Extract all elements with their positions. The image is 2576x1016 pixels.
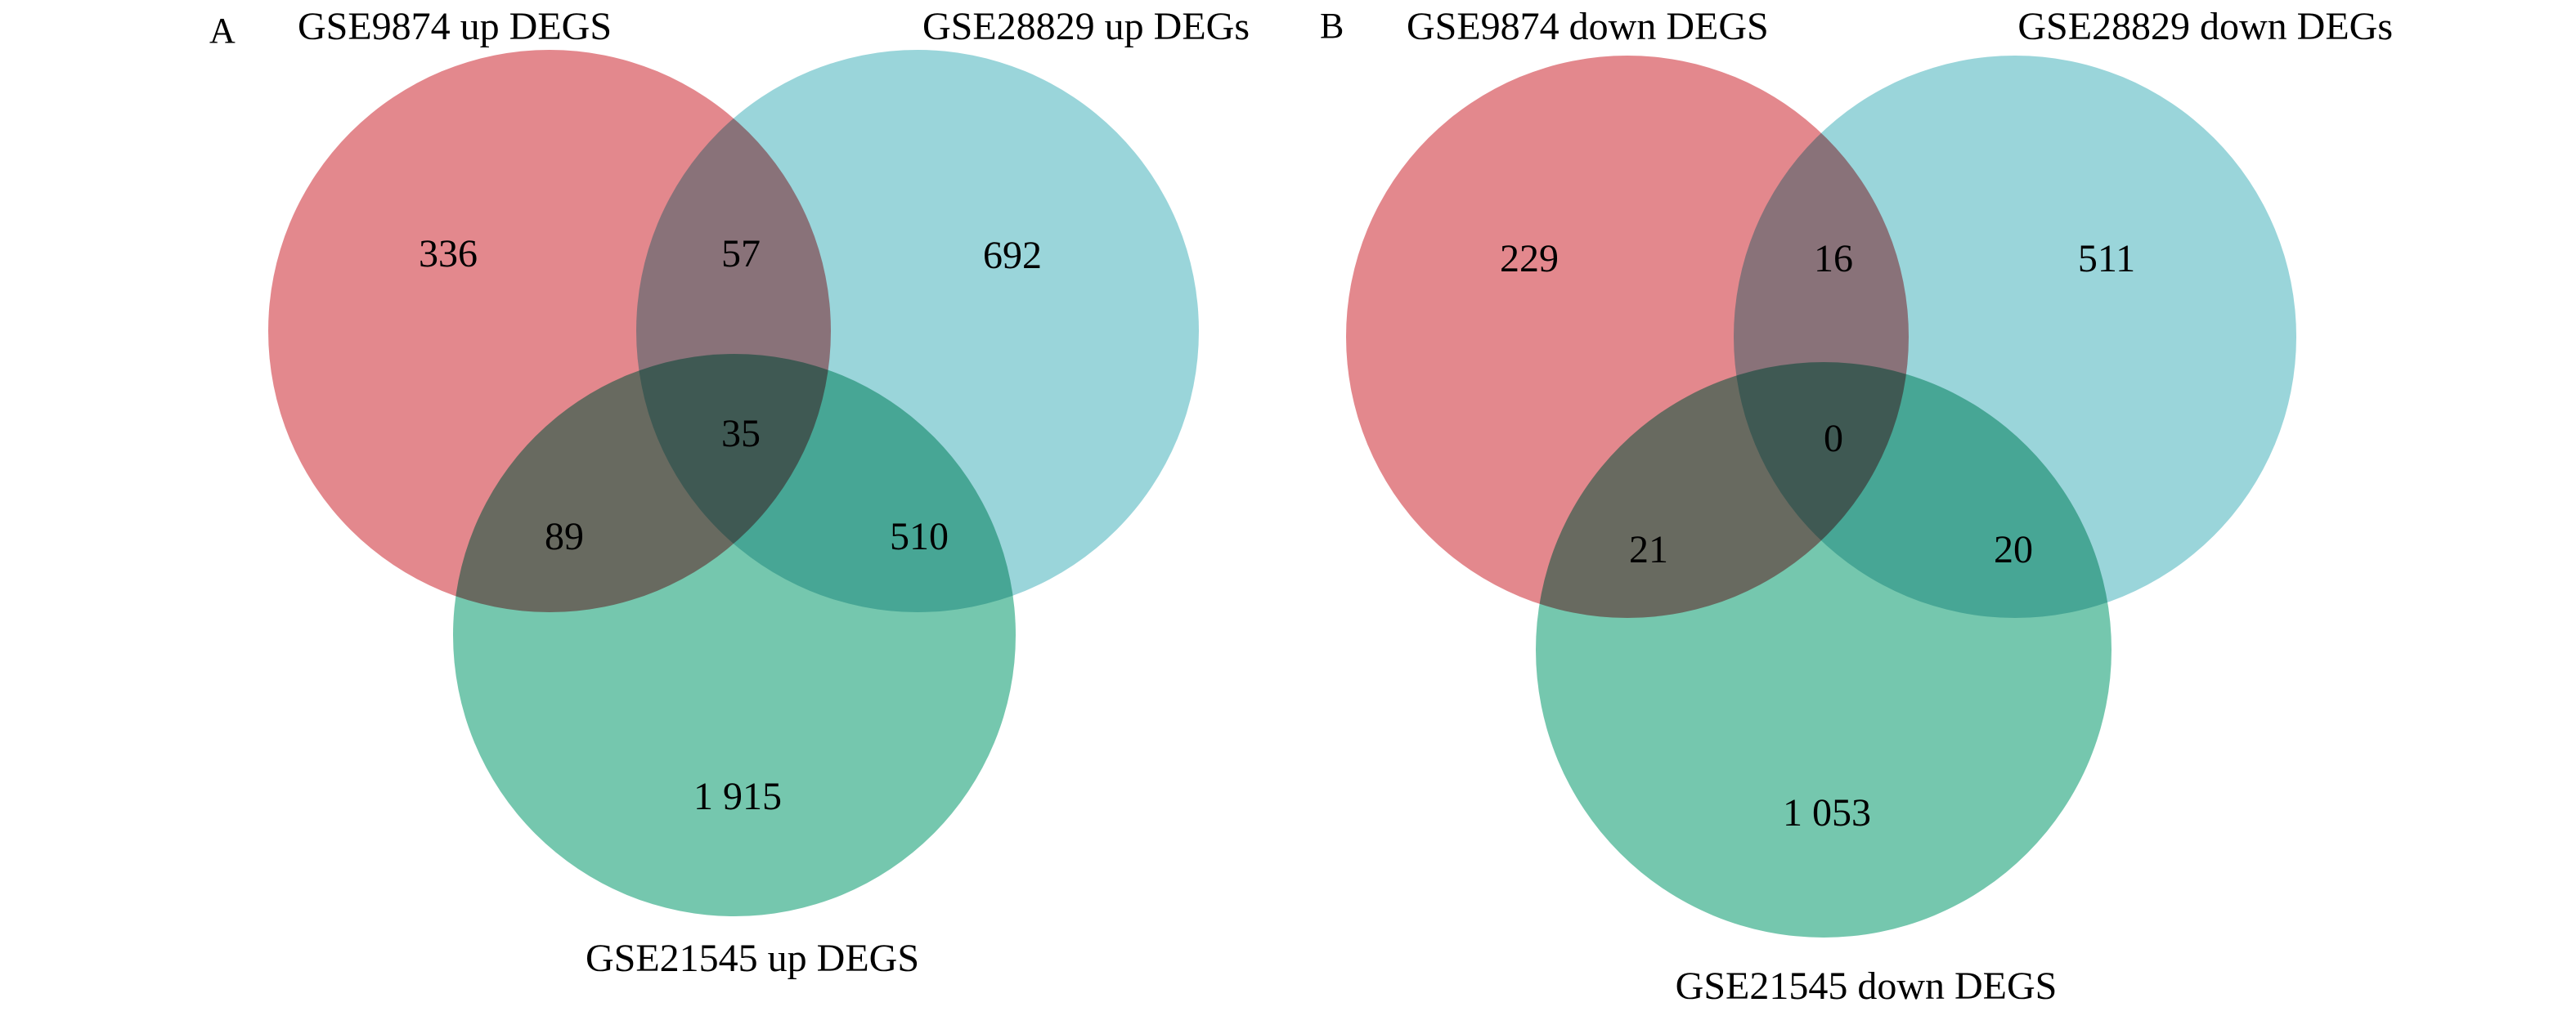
- panel-a-count-set-2-3: 510: [890, 515, 949, 558]
- panel-a-set-3-label: GSE21545 up DEGS: [586, 937, 919, 980]
- panel-a-set-2-label: GSE28829 up DEGs: [922, 5, 1250, 48]
- panel-a-label: A: [209, 11, 236, 51]
- panel-a-set-3-circle: [453, 354, 1016, 916]
- panel-b-set-3-label: GSE21545 down DEGS: [1676, 965, 2058, 1008]
- panel-a: A GSE9874 up DEGS GSE28829 up DEGs GSE21…: [209, 5, 1250, 980]
- panel-b-count-set-1-2: 16: [1814, 237, 1853, 280]
- panel-b-count-only-set-2: 511: [2078, 237, 2135, 280]
- panel-a-count-set-1-3: 89: [545, 515, 584, 558]
- panel-b-set-1-label: GSE9874 down DEGS: [1407, 5, 1769, 48]
- panel-b-count-set-1-3: 21: [1629, 528, 1668, 571]
- panel-a-count-only-set-2: 692: [983, 234, 1042, 277]
- panel-b-count-set-2-3: 20: [1994, 528, 2033, 571]
- panel-a-count-only-set-3: 1 915: [693, 775, 782, 818]
- panel-b: B GSE9874 down DEGS GSE28829 down DEGs G…: [1320, 5, 2393, 1008]
- panel-a-set-1-label: GSE9874 up DEGS: [298, 5, 612, 48]
- panel-b-count-only-set-1: 229: [1500, 237, 1559, 280]
- panel-b-set-3-circle: [1536, 362, 2112, 938]
- panel-a-count-set-1-2: 57: [721, 232, 761, 275]
- panel-b-label: B: [1320, 6, 1344, 46]
- panel-b-circles: [1346, 56, 2296, 938]
- panel-b-set-2-label: GSE28829 down DEGs: [2017, 5, 2393, 48]
- panel-a-count-all-sets: 35: [721, 412, 761, 455]
- panel-b-count-only-set-3: 1 053: [1783, 791, 1871, 835]
- panel-a-count-only-set-1: 336: [419, 232, 478, 275]
- panel-b-count-all-sets: 0: [1824, 417, 1843, 460]
- panel-a-circles: [268, 50, 1199, 916]
